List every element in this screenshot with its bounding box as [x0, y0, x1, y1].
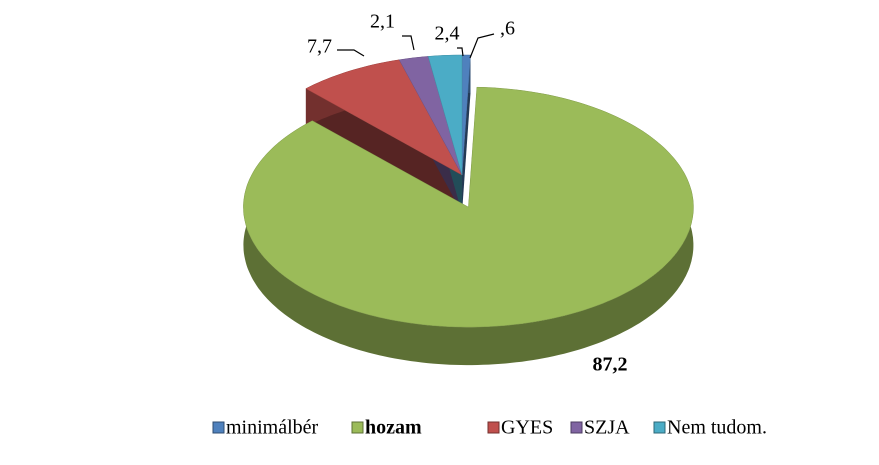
- leader-line: [457, 47, 464, 57]
- legend-swatch: [570, 421, 583, 434]
- slice-edge: [462, 55, 471, 213]
- legend-label: hozam: [365, 417, 422, 439]
- data-label: 87,2: [593, 354, 628, 376]
- slice: [461, 54, 471, 176]
- leader-line: [402, 35, 415, 51]
- legend-label: SZJA: [584, 417, 630, 439]
- legend-swatch: [653, 421, 666, 434]
- slice: [427, 54, 463, 176]
- slice: [243, 86, 694, 328]
- data-label: 2,4: [435, 23, 460, 45]
- leader-line: [337, 49, 365, 57]
- legend-label: minimálbér: [226, 417, 319, 439]
- slice: [305, 59, 463, 176]
- legend-swatch: [487, 421, 500, 434]
- slice: [398, 56, 463, 176]
- legend-swatch: [212, 421, 225, 434]
- legend-label: GYES: [501, 417, 553, 439]
- leader-line: [469, 33, 495, 59]
- data-label: ,6: [500, 18, 515, 40]
- data-label: 2,1: [370, 11, 395, 33]
- legend-swatch: [351, 421, 364, 434]
- data-label: 7,7: [307, 36, 332, 58]
- legend-label: Nem tudom.: [667, 417, 767, 439]
